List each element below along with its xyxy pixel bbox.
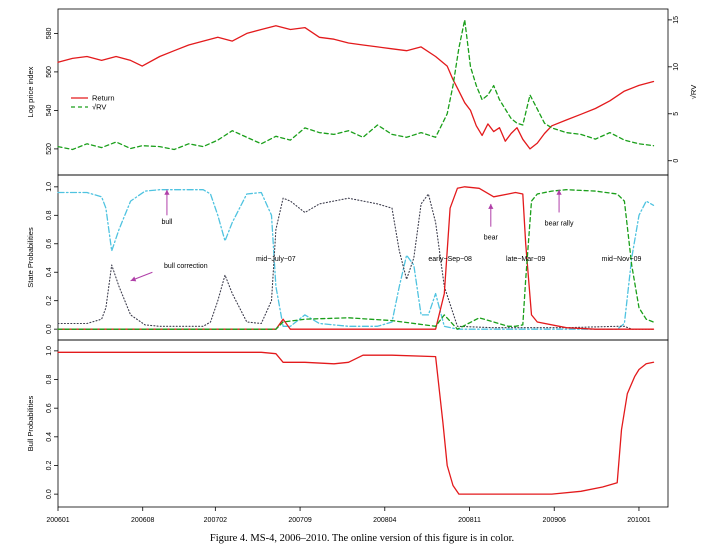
- x-tick-label: 200811: [458, 517, 481, 524]
- x-tick-label: 200601: [46, 517, 69, 524]
- y-tick-label: 0.0: [46, 324, 53, 334]
- y-tick-label: 520: [46, 143, 53, 155]
- series-rv-line: [57, 19, 655, 151]
- right-y-tick-label: 5: [673, 112, 680, 116]
- series-return-line: [57, 25, 655, 150]
- y-tick-label: 560: [46, 66, 53, 78]
- annotation-bear: bear: [484, 235, 499, 242]
- right-y-tick-label: 10: [673, 63, 680, 71]
- series-bull-line: [57, 351, 655, 495]
- y-tick-label: 0.8: [46, 210, 53, 220]
- y-tick-label: 0.6: [46, 403, 53, 413]
- y-tick-label: 540: [46, 104, 53, 116]
- series-bull-line: [57, 189, 655, 330]
- bottom-panel: 0.0 0.2 0.4 0.6 0.8 1.0 Bull Probabilities 2006…: [26, 339, 669, 524]
- x-tick-label: 201001: [627, 517, 650, 524]
- series-bull-correction-line: [57, 193, 655, 330]
- y-tick-label: 0.8: [46, 375, 53, 385]
- bottom-y-axis-label: Bull Probabilities: [26, 396, 35, 452]
- middle-panel: 0.0 0.2 0.4 0.6 0.8 1.0 State Probabilities bul…: [26, 174, 669, 341]
- annotation-arrowhead-bear-rally: [556, 189, 562, 195]
- y-tick-label: 580: [46, 27, 53, 39]
- y-tick-label: 0.2: [46, 461, 53, 471]
- x-tick-label: 200702: [204, 517, 227, 524]
- top-plot-frame: [57, 8, 669, 176]
- annotation-mid-nov-09: mid−Nov−09: [602, 256, 642, 263]
- x-tick-label: 200709: [288, 517, 311, 524]
- y-tick-label: 1.0: [46, 182, 53, 192]
- x-tick-label: 200804: [373, 517, 396, 524]
- annotation-late-mar-09: late−Mar−09: [506, 256, 545, 263]
- y-tick-label: 0.4: [46, 267, 53, 277]
- annotation-bull-correction: bull correction: [164, 263, 208, 270]
- annotation-early-sep-08: early−Sep−08: [428, 256, 472, 263]
- y-tick-label: 0.4: [46, 432, 53, 442]
- right-y-axis-label: √RV: [689, 85, 698, 99]
- right-y-tick-label: 15: [673, 16, 680, 24]
- figure-caption: Figure 4. MS-4, 2006–2010. The online ve…: [209, 533, 515, 544]
- annotation-bull: bull: [161, 219, 172, 226]
- legend-label-return: Return: [92, 94, 115, 103]
- series-bear-line: [57, 186, 655, 330]
- annotation-arrowhead-bear: [488, 203, 494, 209]
- annotation-arrowhead-bull: [164, 189, 170, 195]
- annotation-arrowhead-bull-correction: [130, 276, 137, 282]
- bottom-plot-frame: [57, 339, 669, 508]
- y-tick-label: 0.0: [46, 489, 53, 499]
- annotation-bear-rally: bear rally: [545, 220, 574, 227]
- annotation-mid-july-07: mid−July−07: [256, 256, 296, 263]
- y-tick-label: 0.6: [46, 239, 53, 249]
- middle-plot-frame: [57, 174, 669, 341]
- middle-y-axis-label: State Probabilities: [26, 227, 35, 288]
- right-y-tick-label: 0: [673, 159, 680, 163]
- y-tick-label: 0.2: [46, 296, 53, 306]
- legend-label-rv: √RV: [92, 103, 106, 112]
- x-tick-label: 200608: [131, 517, 154, 524]
- y-tick-label: 1.0: [46, 346, 53, 356]
- top-y-axis-label: Log price index: [26, 66, 35, 117]
- x-tick-label: 200906: [543, 517, 566, 524]
- legend: Return√RV: [71, 94, 115, 112]
- series-bear-rally-line: [57, 189, 655, 330]
